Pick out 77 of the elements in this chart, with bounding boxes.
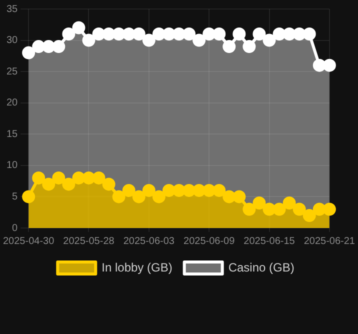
point xyxy=(192,184,206,197)
point xyxy=(102,178,116,191)
x-tick-label: 2025-05-28 xyxy=(63,236,115,247)
point xyxy=(102,28,116,41)
point xyxy=(132,190,146,204)
point xyxy=(132,28,146,41)
point xyxy=(222,190,236,204)
point xyxy=(322,58,336,72)
point xyxy=(112,190,126,204)
point xyxy=(182,28,196,41)
point xyxy=(62,178,76,191)
point xyxy=(232,28,246,41)
y-tick-label: 10 xyxy=(6,160,18,172)
point xyxy=(222,40,236,54)
legend-label: In lobby (GB) xyxy=(102,260,172,274)
point xyxy=(262,34,276,47)
point xyxy=(72,171,86,184)
point xyxy=(172,28,186,41)
point xyxy=(72,21,86,34)
point xyxy=(322,202,336,216)
point xyxy=(282,28,296,41)
point xyxy=(252,28,266,41)
point xyxy=(52,40,66,54)
x-tick-label: 2025-04-30 xyxy=(3,236,55,247)
point xyxy=(62,28,76,41)
point xyxy=(212,28,226,41)
point xyxy=(52,171,66,184)
point xyxy=(152,28,166,41)
y-tick-label: 35 xyxy=(6,4,18,15)
y-tick-label: 25 xyxy=(6,66,18,78)
point xyxy=(162,184,176,197)
point xyxy=(252,196,266,210)
point xyxy=(172,184,186,197)
point xyxy=(212,184,226,197)
point xyxy=(262,202,276,216)
point xyxy=(32,171,46,184)
point xyxy=(292,202,306,216)
y-tick-label: 15 xyxy=(6,128,18,140)
point xyxy=(182,184,196,197)
point xyxy=(92,171,106,184)
point xyxy=(202,28,216,41)
point xyxy=(32,40,46,54)
point xyxy=(142,34,156,47)
x-tick-label: 2025-06-09 xyxy=(184,236,236,247)
y-tick-label: 5 xyxy=(12,191,18,202)
point xyxy=(192,34,206,47)
x-tick-label: 2025-06-03 xyxy=(123,236,175,247)
point xyxy=(242,40,256,54)
point xyxy=(162,28,176,41)
point xyxy=(152,190,166,204)
point xyxy=(112,28,126,41)
point xyxy=(292,28,306,41)
point xyxy=(232,190,246,204)
point xyxy=(302,208,316,222)
point xyxy=(272,202,286,216)
point xyxy=(302,28,316,41)
point xyxy=(242,202,256,216)
point xyxy=(202,184,216,197)
point xyxy=(82,171,96,184)
point xyxy=(82,34,96,47)
point xyxy=(42,178,56,191)
y-tick-label: 20 xyxy=(6,98,18,109)
x-tick-label: 2025-06-15 xyxy=(244,236,296,247)
point xyxy=(312,58,326,72)
point xyxy=(142,184,156,197)
point xyxy=(282,196,296,210)
point xyxy=(122,184,136,197)
point xyxy=(272,28,286,41)
x-tick-label: 2025-06-21 xyxy=(304,236,356,247)
y-tick-label: 0 xyxy=(12,222,18,234)
legend-label: Casino (GB) xyxy=(228,260,294,274)
point xyxy=(22,46,36,60)
point xyxy=(42,40,56,54)
point xyxy=(312,202,326,216)
y-tick-label: 30 xyxy=(6,35,18,46)
point xyxy=(92,28,106,41)
point xyxy=(122,28,136,41)
